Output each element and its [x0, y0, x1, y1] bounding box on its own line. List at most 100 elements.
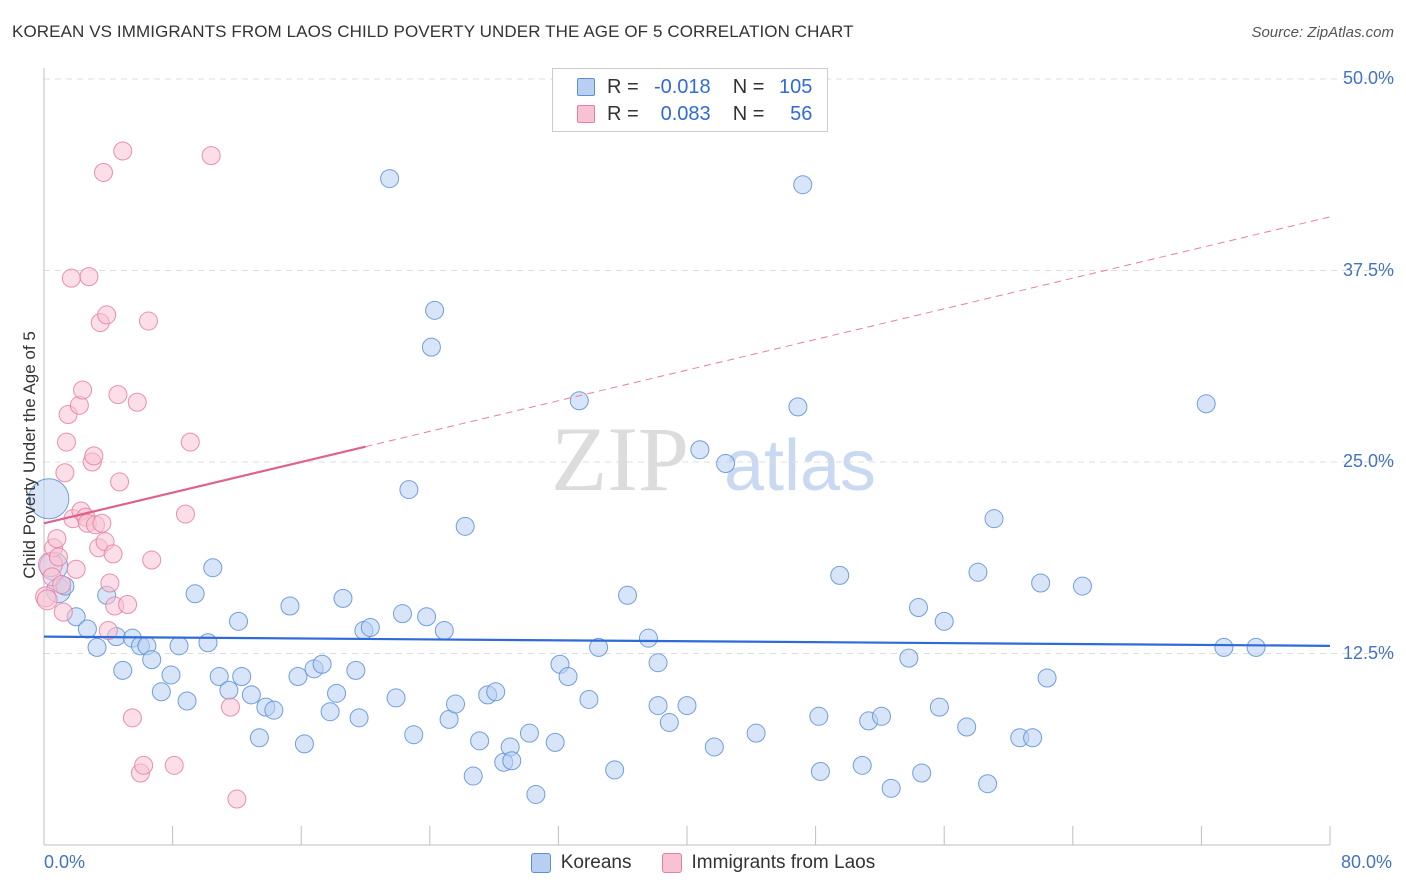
- korean-point: [1246, 637, 1266, 657]
- korean-point: [648, 653, 668, 673]
- korean-point: [232, 666, 252, 686]
- korean-point: [1072, 576, 1092, 596]
- legend-row-laos: R = 0.083 N = 56: [577, 101, 812, 127]
- koreans-legend-swatch: [530, 853, 551, 873]
- korean-trend-line: [43, 635, 1331, 647]
- korean-point: [312, 654, 332, 674]
- laos-point: [127, 392, 147, 412]
- korean-point: [294, 734, 314, 754]
- r-value-koreans: -0.018: [653, 75, 711, 98]
- korean-point: [219, 680, 239, 700]
- x-tick-label-min: 0.0%: [44, 852, 86, 872]
- korean-point: [113, 660, 133, 680]
- korean-point: [1196, 394, 1216, 414]
- korean-point: [77, 619, 97, 639]
- korean-point: [399, 480, 419, 500]
- korean-point: [151, 682, 171, 702]
- source-credit: Source: ZipAtlas.com: [1251, 24, 1394, 41]
- laos-point: [53, 602, 73, 622]
- laos-trend-extension: [365, 216, 1331, 448]
- laos-point: [142, 550, 162, 570]
- laos-point: [93, 162, 113, 182]
- korean-point: [229, 611, 249, 631]
- korean-point: [526, 784, 546, 804]
- korean-point: [392, 604, 412, 624]
- korean-point: [618, 585, 638, 605]
- korean-point: [161, 665, 181, 685]
- korean-point: [589, 637, 609, 657]
- r-label: R =: [607, 75, 639, 98]
- y-tick-label: 50.0%: [1342, 68, 1394, 88]
- korean-point: [1037, 668, 1057, 688]
- laos-point: [113, 141, 133, 161]
- koreans-legend-label: Koreans: [560, 852, 632, 873]
- korean-point: [934, 611, 954, 631]
- korean-point: [638, 628, 658, 648]
- korean-point: [558, 666, 578, 686]
- korean-point: [169, 636, 189, 656]
- laos-point: [134, 755, 154, 775]
- korean-point: [288, 666, 308, 686]
- laos-point: [108, 385, 128, 405]
- korean-point: [333, 588, 353, 608]
- laos-legend-label: Immigrants from Laos: [691, 852, 876, 873]
- series-legend: Koreans Immigrants from Laos: [0, 852, 1406, 874]
- trend-lines: [43, 216, 1331, 647]
- laos-point: [61, 268, 81, 288]
- korean-point: [386, 688, 406, 708]
- korean-point: [899, 648, 919, 668]
- laos-point: [118, 594, 138, 614]
- data-points: [28, 141, 1266, 809]
- korean-point: [605, 760, 625, 780]
- korean-point: [502, 751, 522, 771]
- korean-point: [28, 478, 70, 520]
- korean-point: [908, 598, 928, 618]
- laos-point: [100, 573, 120, 593]
- korean-point: [455, 516, 475, 536]
- laos-point: [180, 432, 200, 452]
- laos-point: [110, 472, 130, 492]
- n-value-laos: 56: [790, 102, 813, 125]
- n-label: N =: [732, 75, 765, 98]
- korean-point: [704, 737, 724, 757]
- korean-point: [810, 761, 830, 781]
- korean-point: [470, 731, 490, 751]
- laos-point: [73, 380, 93, 400]
- laos-point: [47, 529, 67, 549]
- koreans-swatch: [577, 78, 595, 96]
- korean-point: [716, 454, 736, 474]
- n-value-koreans: 105: [779, 75, 813, 98]
- korean-point: [434, 621, 454, 641]
- legend-item-koreans: Koreans: [530, 852, 632, 874]
- korean-point: [830, 565, 850, 585]
- korean-point: [463, 766, 483, 786]
- korean-point: [349, 708, 369, 728]
- gridlines: [44, 78, 1392, 654]
- korean-point: [793, 175, 813, 195]
- laos-legend-swatch: [661, 853, 682, 873]
- korean-point: [360, 617, 380, 637]
- korean-point: [404, 725, 424, 745]
- laos-point: [79, 267, 99, 287]
- laos-point: [57, 432, 77, 452]
- correlation-legend: R = -0.018 N = 105 R = 0.083 N = 56: [552, 68, 828, 132]
- korean-point: [421, 337, 441, 357]
- y-tick-label: 25.0%: [1342, 451, 1394, 471]
- korean-point: [327, 683, 347, 703]
- korean-point: [380, 169, 400, 189]
- korean-point: [569, 391, 589, 411]
- korean-point: [198, 633, 218, 653]
- korean-point: [746, 723, 766, 743]
- axes: [43, 68, 1331, 846]
- laos-point: [66, 559, 86, 579]
- legend-item-laos: Immigrants from Laos: [661, 852, 876, 874]
- n-label: N =: [732, 102, 765, 125]
- laos-point: [122, 708, 142, 728]
- y-tick-label: 37.5%: [1342, 259, 1394, 280]
- korean-point: [788, 397, 808, 417]
- y-axis-label: Child Poverty Under the Age of 5: [20, 331, 39, 579]
- korean-point: [1214, 637, 1234, 657]
- chart-title: KOREAN VS IMMIGRANTS FROM LAOS CHILD POV…: [12, 22, 854, 41]
- r-value-laos: 0.083: [660, 102, 711, 125]
- korean-point: [417, 607, 437, 627]
